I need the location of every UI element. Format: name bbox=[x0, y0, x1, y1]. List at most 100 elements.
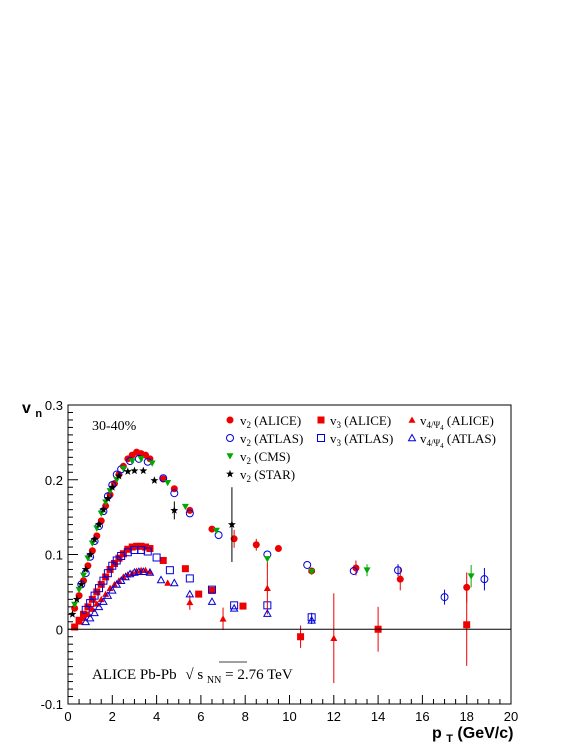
legend-item: v2 (ALICE) bbox=[226, 413, 301, 430]
legend-label-sub: 2 bbox=[247, 420, 252, 430]
x-tick-label: 6 bbox=[197, 709, 204, 724]
data-point bbox=[88, 540, 96, 547]
data-point bbox=[408, 416, 416, 423]
data-point bbox=[114, 471, 123, 480]
legend-item: v2 (CMS) bbox=[226, 449, 290, 466]
series-v4-4-atlas- bbox=[81, 567, 316, 626]
data-point bbox=[239, 602, 247, 610]
legend-label: v3 (ALICE) bbox=[330, 413, 391, 430]
data-point bbox=[185, 574, 194, 583]
legend-label: v3 (ATLAS) bbox=[330, 431, 393, 448]
x-tick-label: 20 bbox=[504, 709, 518, 724]
y-axis-title: v n bbox=[22, 400, 42, 420]
x-axis-title-main: p bbox=[432, 725, 442, 742]
data-point bbox=[124, 545, 132, 553]
data-point bbox=[86, 599, 95, 608]
data-point bbox=[274, 545, 282, 553]
data-point bbox=[81, 605, 90, 614]
data-point bbox=[252, 541, 260, 549]
data-point bbox=[263, 556, 271, 563]
data-point bbox=[185, 589, 195, 598]
data-point bbox=[81, 565, 90, 573]
x-axis-title-unit: (GeV/c) bbox=[457, 725, 513, 742]
data-point bbox=[303, 560, 312, 569]
legend-item: v3 (ATLAS) bbox=[317, 431, 393, 448]
data-point bbox=[181, 503, 189, 511]
data-point bbox=[102, 590, 110, 597]
legend-label-suffix: (CMS) bbox=[251, 449, 290, 464]
data-point bbox=[128, 543, 136, 551]
data-point bbox=[156, 575, 166, 584]
legend-label-sub: 4/Ψ bbox=[427, 438, 441, 448]
data-point bbox=[170, 506, 179, 514]
data-point bbox=[99, 505, 108, 514]
data-point bbox=[185, 509, 194, 518]
data-point bbox=[123, 467, 132, 475]
series-v4-4-alice- bbox=[75, 561, 338, 684]
legend-label-base: v bbox=[240, 449, 247, 464]
data-point bbox=[396, 575, 404, 583]
centrality-label: 30-40% bbox=[92, 419, 137, 434]
legend-label-base: v bbox=[240, 467, 247, 482]
data-point bbox=[84, 555, 92, 562]
data-point bbox=[308, 568, 316, 576]
x-tick-label: 12 bbox=[327, 709, 341, 724]
legend-label-suffix: (STAR) bbox=[251, 467, 295, 482]
data-point bbox=[138, 567, 148, 575]
data-point bbox=[106, 488, 114, 495]
y-tick-label: 0 bbox=[56, 622, 63, 637]
legend-label-sub: 2 bbox=[247, 456, 252, 466]
annotation-prefix: ALICE Pb-Pb bbox=[92, 667, 177, 683]
data-point bbox=[207, 585, 216, 594]
x-tick-label: 8 bbox=[242, 709, 249, 724]
data-point bbox=[226, 469, 234, 478]
x-tick-label: 0 bbox=[64, 709, 71, 724]
data-point bbox=[113, 476, 121, 484]
data-point bbox=[116, 576, 126, 584]
data-point bbox=[207, 597, 217, 605]
data-point bbox=[227, 520, 236, 528]
legend: v2 (ALICE)v2 (ATLAS)v2 (CMS)v2 (STAR)v3 … bbox=[226, 413, 496, 484]
legend-label-sub: 3 bbox=[337, 438, 342, 448]
legend-label-sub: 4/Ψ bbox=[427, 420, 441, 430]
data-point bbox=[263, 584, 271, 591]
data-point bbox=[75, 586, 83, 594]
data-point bbox=[102, 499, 110, 506]
data-point bbox=[137, 566, 145, 573]
data-point bbox=[394, 566, 403, 575]
series-v2-cms- bbox=[71, 456, 475, 609]
data-point bbox=[186, 598, 194, 606]
data-point bbox=[112, 556, 121, 565]
data-point bbox=[467, 573, 475, 580]
data-point bbox=[106, 584, 114, 591]
data-point bbox=[230, 601, 239, 610]
y-axis-title-main: v bbox=[22, 400, 31, 417]
data-point bbox=[75, 618, 83, 625]
data-point bbox=[90, 535, 99, 543]
data-point bbox=[214, 531, 223, 540]
data-point bbox=[181, 565, 189, 573]
legend-label-base: v bbox=[240, 431, 247, 446]
data-point bbox=[81, 617, 91, 626]
data-point bbox=[150, 476, 159, 484]
y-tick-label: 0.2 bbox=[45, 473, 63, 488]
axis-ticks: 0 2 4 6 8 10 12 14 16 18 20-0.100.10.20.3 bbox=[41, 398, 519, 724]
data-point bbox=[85, 613, 95, 622]
legend-label-suffix: (ALICE) bbox=[444, 413, 494, 428]
data-point bbox=[407, 433, 417, 442]
data-point bbox=[72, 595, 81, 603]
legend-label-subsub: 4 bbox=[440, 424, 444, 432]
data-point bbox=[134, 567, 144, 575]
data-point bbox=[317, 416, 325, 424]
data-point bbox=[90, 591, 99, 600]
legend-label-suffix: (ATLAS) bbox=[341, 431, 393, 446]
data-point bbox=[165, 566, 174, 575]
data-point bbox=[145, 567, 155, 576]
data-point bbox=[212, 527, 220, 535]
data-point bbox=[108, 561, 117, 570]
data-point bbox=[208, 525, 216, 533]
data-point bbox=[330, 634, 338, 642]
legend-label: v4/Ψ4 (ATLAS) bbox=[420, 431, 496, 450]
data-point bbox=[148, 460, 156, 467]
data-point bbox=[142, 543, 150, 551]
